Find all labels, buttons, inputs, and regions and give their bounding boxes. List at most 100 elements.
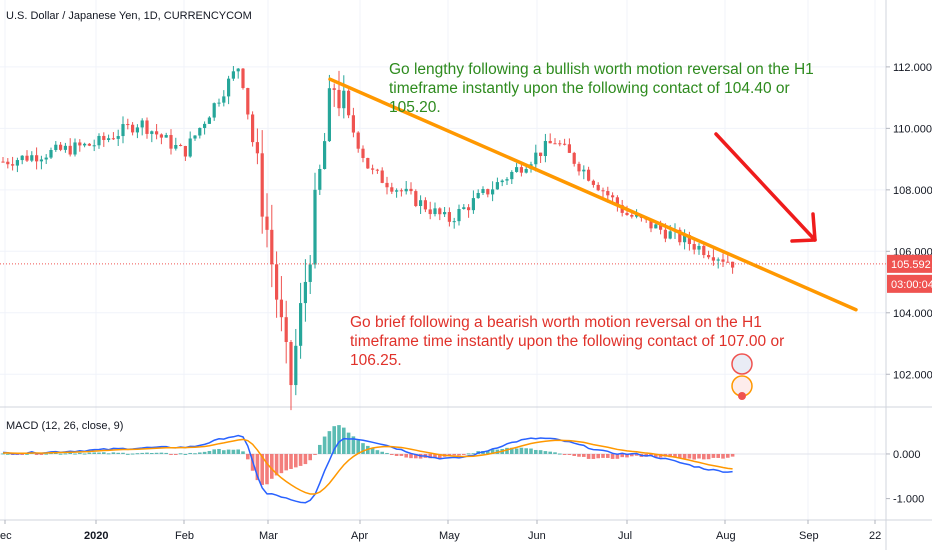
macd-histogram-bar (706, 453, 711, 460)
candle-body (150, 131, 154, 134)
macd-histogram-bar (169, 453, 173, 455)
candle-body (44, 157, 48, 160)
candle-body (505, 179, 509, 181)
macd-histogram-bar (447, 453, 452, 456)
macd-histogram-bar (212, 449, 216, 454)
candle-body (390, 187, 394, 192)
time-tick-label: Sep (799, 530, 819, 542)
candle-body (702, 245, 706, 256)
chart-title: U.S. Dollar / Japanese Yen, 1D, CURRENCY… (6, 10, 252, 22)
candle-body (63, 145, 67, 150)
candle-body (361, 148, 365, 158)
candle-body (265, 216, 269, 230)
price-tick-label: 110.000 (893, 123, 932, 135)
time-tick-label: 2020 (84, 530, 108, 542)
candle-body (678, 229, 682, 243)
macd-histogram-bar (505, 447, 509, 454)
macd-histogram-bar (73, 453, 77, 455)
last-price-label: 105.592 (891, 259, 931, 271)
candle-body (539, 152, 543, 157)
candle-body (596, 184, 600, 191)
candle-body (380, 170, 384, 183)
macd-histogram-bar (678, 453, 682, 459)
macd-histogram-bar (711, 453, 716, 458)
macd-histogram-bar (716, 453, 720, 458)
macd-histogram-bar (183, 453, 188, 455)
candle-body (462, 207, 466, 209)
macd-histogram-bar (54, 452, 58, 454)
candle-body (447, 212, 451, 222)
candle-body (39, 159, 43, 162)
candle-body (1, 161, 5, 163)
macd-histogram-bar (318, 444, 322, 454)
candle-body (558, 143, 562, 145)
candle-body (111, 138, 115, 140)
candle-body (169, 135, 173, 149)
candle-body (635, 214, 639, 217)
macd-histogram-bar (625, 453, 629, 458)
candle-body (246, 88, 250, 115)
macd-histogram-bar (116, 452, 120, 454)
candle-body (495, 182, 499, 190)
candle-body (347, 90, 351, 116)
candle-body (260, 153, 264, 217)
candle-body (97, 135, 101, 146)
price-tick-label: 106.000 (893, 246, 932, 258)
candle-body (457, 208, 461, 222)
time-tick-label: Apr (351, 530, 368, 542)
candle-body (601, 190, 605, 192)
macd-histogram-bar (39, 453, 44, 455)
last-price-badge (887, 254, 932, 273)
macd-histogram-bar (150, 453, 154, 455)
candle-body (126, 124, 130, 126)
candle-body (692, 244, 696, 250)
candle-body (697, 245, 701, 250)
candle-body (711, 257, 715, 261)
countdown-label: 03:00:04 (891, 279, 932, 291)
candle-body (299, 303, 303, 346)
candle-body (231, 71, 235, 79)
time-tick-label: May (439, 530, 460, 542)
macd-histogram-bar (135, 453, 140, 455)
macd-histogram-bar (682, 453, 687, 459)
macd-histogram-bar (260, 453, 264, 485)
candle-body (663, 229, 667, 239)
macd-histogram-bar (582, 453, 586, 457)
event-marker-dot (738, 392, 746, 400)
macd-histogram-bar (596, 453, 600, 459)
candle-body (203, 123, 207, 128)
macd-histogram-bar (562, 453, 567, 455)
candle-body (443, 212, 447, 215)
candle-body (524, 169, 528, 173)
candle-body (582, 169, 586, 172)
macd-histogram-bar (68, 452, 72, 454)
macd-histogram-bar (111, 452, 116, 454)
candle-body (385, 182, 389, 188)
candle-body (419, 200, 423, 206)
candle-body (611, 195, 615, 198)
macd-histogram-bar (126, 453, 130, 455)
candle-body (332, 88, 336, 90)
candle-body (563, 143, 567, 145)
macd-histogram-bar (241, 451, 245, 454)
macd-histogram-bar (145, 452, 149, 454)
macd-histogram-bar (466, 453, 471, 455)
candle-body (687, 235, 691, 245)
candle-body (476, 192, 480, 199)
candle-body (107, 138, 111, 140)
candle-body (198, 127, 202, 136)
macd-title: MACD (12, 26, close, 9) (6, 420, 124, 432)
bearish-annotation: Go brief following a bearish worth motio… (350, 314, 785, 369)
macd-histogram-bar (438, 453, 442, 459)
macd-histogram-bar (730, 453, 735, 457)
macd-histogram-bar (726, 453, 730, 458)
macd-histogram-bar (20, 453, 24, 455)
macd-histogram-bar (303, 453, 308, 465)
candle-body (121, 124, 125, 137)
candle-body (116, 136, 120, 139)
macd-histogram-bar (697, 453, 701, 459)
candle-body (395, 190, 399, 192)
candle-body (54, 144, 58, 150)
time-tick-label: Jun (528, 530, 546, 542)
